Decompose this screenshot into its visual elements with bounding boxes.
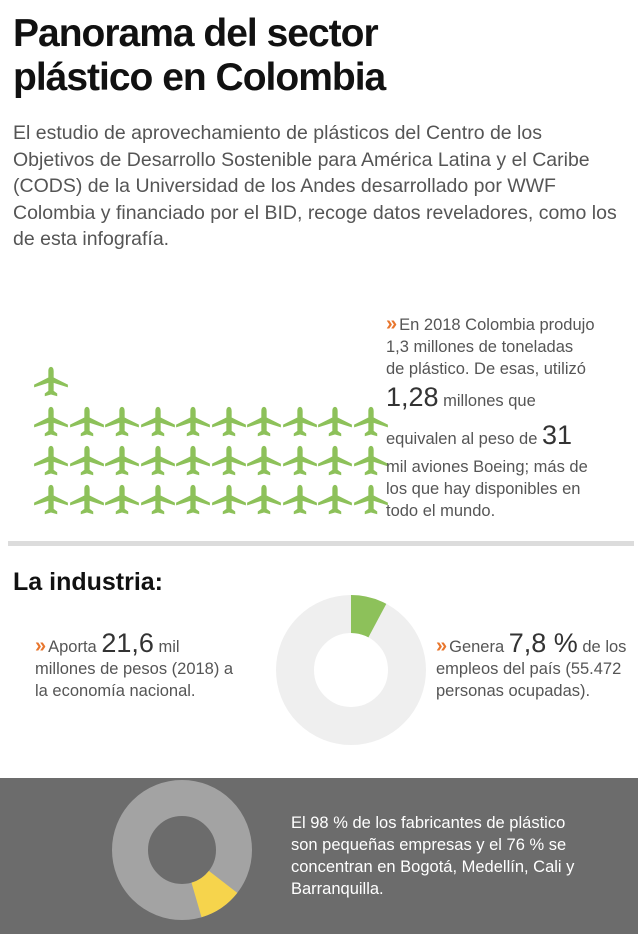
chevron-right-icon: »: [386, 313, 397, 335]
production-fact: » En 2018 Colombia produjo 1,3 millones d…: [386, 313, 631, 522]
employment-donut-rest: [276, 595, 426, 745]
airplane-icon: [353, 484, 388, 515]
airplane-icon: [140, 484, 175, 515]
airplane-icon: [282, 445, 317, 476]
used-tonnes-value: 1,28: [386, 382, 439, 412]
airplane-icon: [105, 484, 139, 515]
production-line-3: de plástico. De esas, utilizó: [386, 360, 586, 378]
airplane-icon: [318, 484, 352, 515]
employment-donut-highlight: [350, 595, 387, 638]
airplane-icon: [34, 406, 68, 437]
contribution-suffix: mil: [153, 638, 180, 656]
employment-donut: [276, 595, 426, 745]
chevron-right-icon: »: [35, 635, 46, 657]
airplane-icon: [176, 445, 210, 476]
employment-text: los empleos del país (55.472 personas oc…: [436, 638, 627, 700]
airplane-icon: [211, 406, 246, 437]
airplane-icon: [105, 406, 139, 437]
contribution-text: millones de pesos (2018) a la economía n…: [35, 660, 234, 700]
airplane-icon: [34, 445, 68, 476]
manufacturers-band: [0, 778, 638, 934]
used-tonnes-suffix: millones que: [438, 392, 536, 410]
page-title: Panorama del sector plástico en Colombia: [13, 12, 613, 100]
airplane-pictogram: [33, 366, 393, 536]
airplane-icon: [140, 406, 175, 437]
planes-value: 31: [541, 420, 572, 450]
manufacturers-fact: El 98 % de los fabricantes de plástico s…: [291, 814, 575, 898]
airplane-icon: [247, 445, 281, 476]
contribution-value: 21,6: [101, 628, 154, 658]
airplane-icon: [69, 484, 104, 515]
chevron-right-icon: »: [436, 635, 447, 657]
manufacturers-donut-rest: [112, 780, 252, 920]
airplane-icon: [247, 484, 281, 515]
employment-value: 7,8 %: [508, 628, 578, 658]
production-line-1: » En 2018 Colombia produjo: [386, 313, 631, 336]
airplane-icon: [318, 406, 352, 437]
airplane-icon: [140, 445, 175, 476]
production-line-5: equivalen al peso de 31: [386, 418, 631, 456]
manufacturers-donut-highlight: [190, 870, 238, 918]
airplane-icon: [176, 406, 210, 437]
airplane-icon: [176, 484, 210, 515]
section-divider: [8, 541, 634, 546]
airplane-icon: [247, 406, 281, 437]
airplane-icon: [282, 406, 317, 437]
intro-paragraph: El estudio de aprovechamiento de plástic…: [13, 122, 617, 250]
production-line-4: 1,28 millones que: [386, 380, 631, 418]
airplane-icon: [34, 366, 68, 397]
contribution-fact: » Aporta 21,6 mil millones de pesos (2018…: [35, 630, 240, 702]
section-title-industry: La industria:: [13, 568, 164, 596]
airplane-icon: [69, 445, 104, 476]
employment-suffix: de: [577, 638, 601, 656]
contribution-prefix: Aporta: [48, 638, 102, 656]
airplane-icon: [211, 484, 246, 515]
title-line-2: plástico en Colombia: [13, 56, 386, 99]
airplane-icon: [69, 406, 104, 437]
airplane-icon: [353, 445, 388, 476]
production-line-7: los que hay disponibles en: [386, 480, 581, 498]
airplane-icon: [34, 484, 68, 515]
manufacturers-donut: [112, 780, 252, 920]
production-line-6: mil aviones Boeing; más de: [386, 458, 588, 476]
employment-fact: » Genera 7,8 % de los empleos del país (5…: [436, 630, 631, 702]
airplane-icon: [318, 445, 352, 476]
production-line-8: todo el mundo.: [386, 502, 496, 520]
title-line-1: Panorama del sector: [13, 12, 379, 55]
production-text-1: En 2018 Colombia produjo: [399, 316, 595, 334]
airplane-icon: [353, 406, 388, 437]
production-line-2: 1,3 millones de toneladas: [386, 338, 574, 356]
airplane-icon: [105, 445, 139, 476]
planes-prefix: equivalen al peso de: [386, 430, 542, 448]
airplane-icon: [282, 484, 317, 515]
employment-prefix: Genera: [449, 638, 509, 656]
airplane-icon: [211, 445, 246, 476]
